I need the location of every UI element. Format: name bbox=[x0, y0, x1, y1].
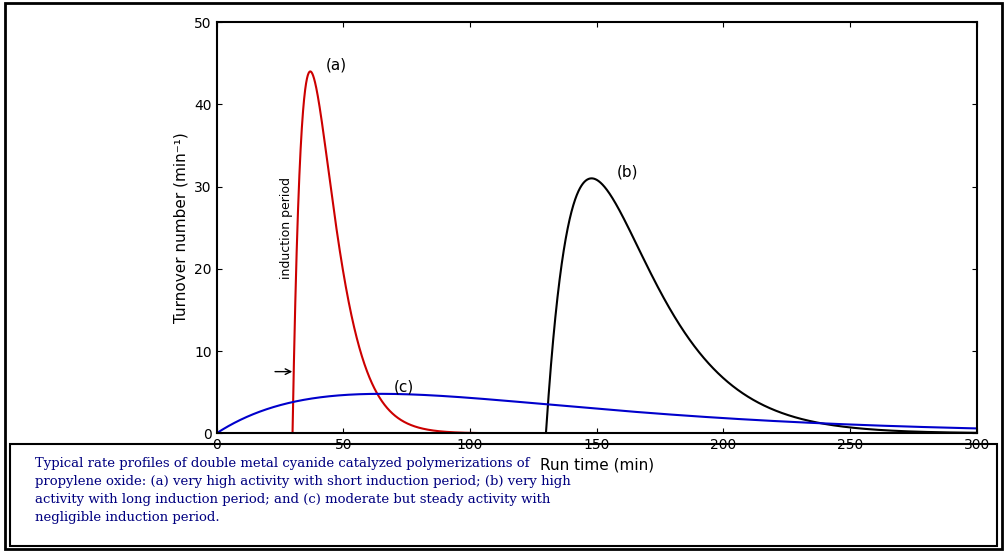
Text: induction period: induction period bbox=[280, 177, 293, 279]
Text: Typical rate profiles of double metal cyanide catalyzed polymerizations of
propy: Typical rate profiles of double metal cy… bbox=[34, 457, 571, 524]
Text: (b): (b) bbox=[617, 164, 638, 180]
Y-axis label: Turnover number (min⁻¹): Turnover number (min⁻¹) bbox=[173, 132, 188, 323]
Text: (c): (c) bbox=[394, 379, 414, 394]
X-axis label: Run time (min): Run time (min) bbox=[540, 458, 654, 473]
Text: (a): (a) bbox=[325, 58, 346, 73]
